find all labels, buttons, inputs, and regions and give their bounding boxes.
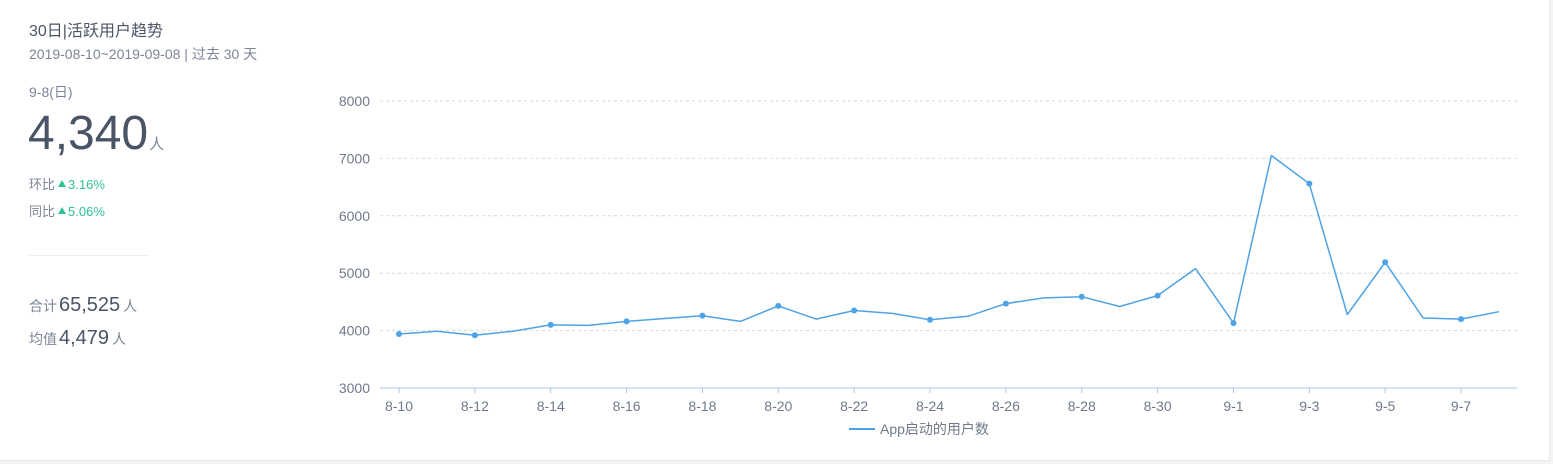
total-label: 合计: [29, 298, 57, 314]
x-tick-label: 8-30: [1144, 398, 1172, 414]
data-point: [396, 331, 402, 338]
data-point: [471, 332, 478, 339]
data-point: [1154, 292, 1161, 299]
yoy-value: 5.06%: [68, 204, 105, 219]
arrow-up-icon: [58, 207, 67, 214]
average-unit: 人: [112, 331, 127, 347]
y-tick-label: 7000: [339, 150, 370, 166]
series-line: [398, 154, 1500, 336]
data-point: [1306, 180, 1313, 187]
yoy-label: 同比: [29, 204, 56, 219]
total-unit: 人: [123, 298, 138, 314]
y-tick-label: 8000: [339, 93, 370, 109]
data-point: [851, 307, 858, 314]
x-tick-label: 8-14: [537, 398, 565, 414]
y-tick-label: 4000: [339, 323, 370, 339]
mom-label: 环比: [29, 177, 56, 192]
mom-comparison: 环比 3.16%: [29, 174, 105, 193]
x-tick-label: 8-22: [840, 398, 868, 414]
data-point: [1078, 293, 1085, 300]
y-tick-label: 3000: [339, 380, 370, 396]
x-tick-label: 8-12: [461, 398, 489, 414]
y-tick-label: 6000: [339, 208, 370, 224]
summary-divider: [29, 255, 149, 256]
data-point: [1458, 316, 1465, 323]
y-tick-label: 5000: [339, 265, 370, 281]
current-value-row: 4,340人: [28, 106, 164, 162]
x-tick-label: 8-16: [613, 398, 641, 414]
x-tick-label: 8-20: [764, 398, 792, 414]
mom-value: 3.16%: [68, 177, 105, 192]
current-value: 4,340: [28, 107, 149, 160]
data-point: [775, 302, 782, 309]
x-tick-label: 9-3: [1299, 398, 1319, 414]
average-label: 均值: [29, 331, 57, 347]
yoy-comparison: 同比 5.06%: [29, 201, 105, 220]
x-tick-label: 9-5: [1375, 398, 1395, 414]
data-point: [927, 316, 934, 323]
x-tick-label: 8-28: [1068, 398, 1096, 414]
x-tick-label: 8-10: [385, 398, 413, 414]
data-point: [623, 318, 630, 325]
selected-date: 9-8(日): [29, 84, 73, 100]
arrow-up-icon: [58, 180, 67, 187]
average-stat: 均值 4,479 人: [29, 327, 126, 350]
average-value: 4,479: [59, 327, 110, 349]
total-value: 65,525: [59, 294, 121, 316]
legend-label: App启动的用户数: [880, 421, 989, 437]
x-tick-label: 9-1: [1223, 398, 1243, 414]
date-range-subtitle: 2019-08-10~2019-09-08 | 过去 30 天: [29, 46, 258, 62]
data-point: [699, 312, 706, 319]
x-tick-label: 8-18: [688, 398, 716, 414]
current-value-unit: 人: [149, 136, 165, 153]
x-tick-label: 8-26: [992, 398, 1020, 414]
data-point: [547, 321, 554, 328]
card-title: 30日|活跃用户趋势: [29, 23, 163, 40]
data-point: [1382, 259, 1389, 266]
x-tick-label: 9-7: [1451, 398, 1471, 414]
data-point: [1230, 320, 1237, 327]
data-point: [1002, 300, 1009, 307]
total-stat: 合计 65,525 人: [29, 294, 137, 317]
x-tick-label: 8-24: [916, 398, 944, 414]
